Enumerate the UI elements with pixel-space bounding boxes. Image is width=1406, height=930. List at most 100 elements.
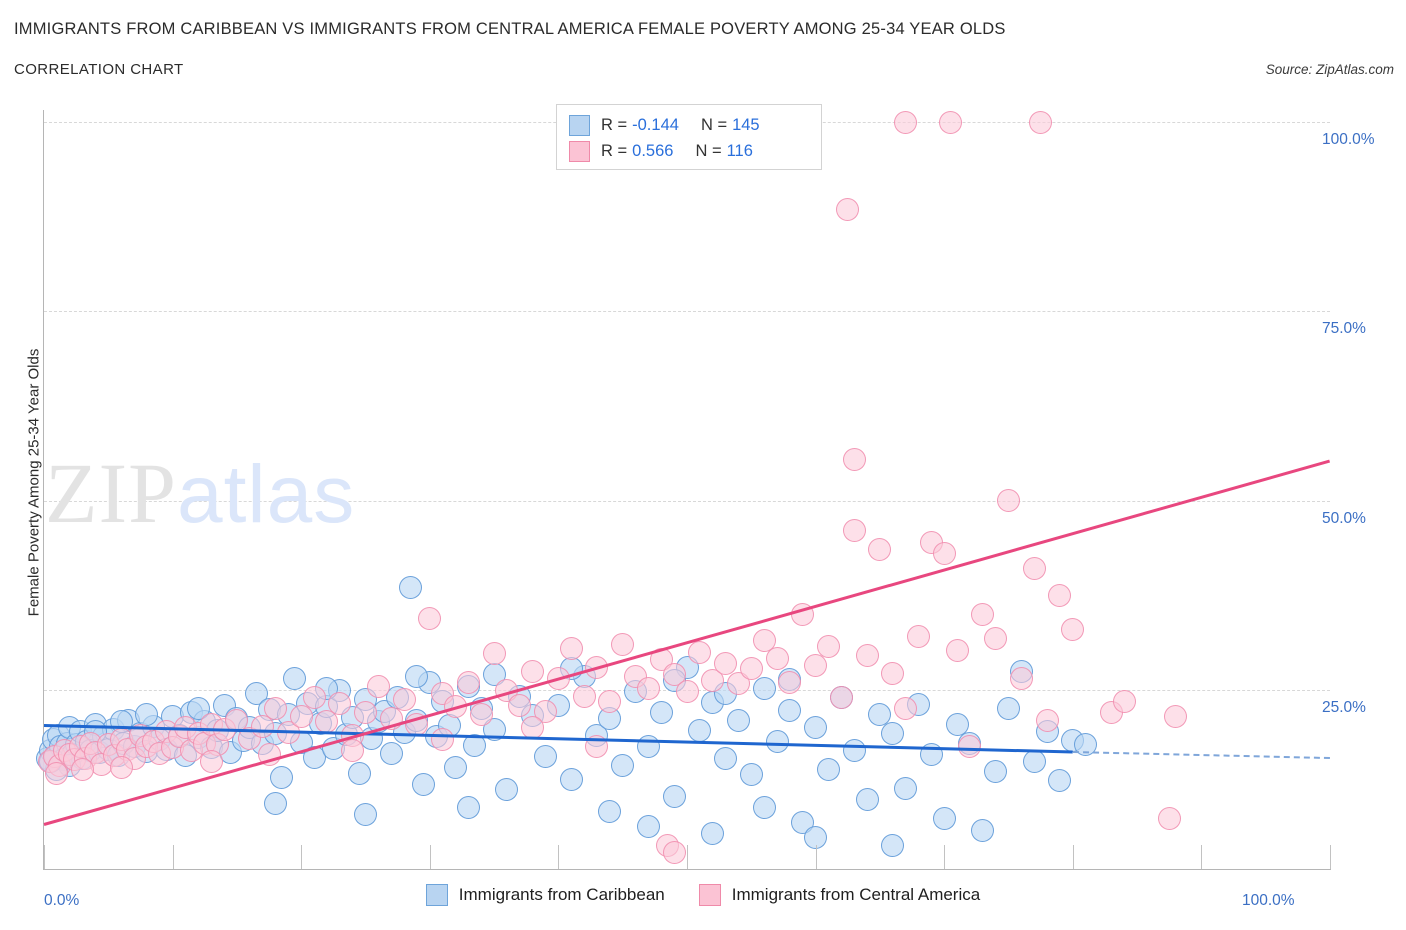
- scatter-point[interactable]: [263, 697, 287, 721]
- scatter-point[interactable]: [701, 669, 725, 693]
- scatter-point[interactable]: [1074, 733, 1098, 757]
- scatter-point[interactable]: [636, 676, 660, 700]
- scatter-point[interactable]: [405, 713, 429, 737]
- scatter-point[interactable]: [881, 833, 905, 857]
- scatter-point[interactable]: [392, 687, 416, 711]
- scatter-point[interactable]: [829, 686, 853, 710]
- scatter-point[interactable]: [411, 773, 435, 797]
- scatter-point[interactable]: [347, 761, 371, 785]
- scatter-point[interactable]: [714, 746, 738, 770]
- scatter-point[interactable]: [1022, 750, 1046, 774]
- scatter-point[interactable]: [251, 714, 275, 738]
- scatter-point[interactable]: [456, 670, 480, 694]
- scatter-point[interactable]: [855, 644, 879, 668]
- scatter-point[interactable]: [1048, 769, 1072, 793]
- scatter-point[interactable]: [906, 625, 930, 649]
- scatter-point[interactable]: [456, 795, 480, 819]
- scatter-point[interactable]: [842, 519, 866, 543]
- scatter-point[interactable]: [109, 755, 133, 779]
- scatter-point[interactable]: [997, 697, 1020, 721]
- scatter-point[interactable]: [945, 713, 969, 737]
- scatter-point[interactable]: [534, 745, 558, 769]
- scatter-point[interactable]: [1022, 557, 1046, 581]
- scatter-point[interactable]: [791, 602, 815, 626]
- scatter-point[interactable]: [958, 735, 982, 759]
- scatter-point[interactable]: [585, 655, 609, 679]
- scatter-point[interactable]: [662, 784, 686, 808]
- legend-item-central-america[interactable]: Immigrants from Central America: [698, 884, 980, 906]
- scatter-point[interactable]: [984, 760, 1008, 784]
- scatter-point[interactable]: [1048, 583, 1072, 607]
- scatter-point[interactable]: [816, 634, 840, 658]
- scatter-point[interactable]: [939, 110, 963, 134]
- scatter-point[interactable]: [726, 672, 750, 696]
- scatter-point[interactable]: [521, 716, 545, 740]
- scatter-point[interactable]: [881, 661, 905, 685]
- scatter-point[interactable]: [752, 676, 776, 700]
- scatter-point[interactable]: [611, 754, 635, 778]
- scatter-point[interactable]: [341, 739, 365, 763]
- scatter-point[interactable]: [379, 742, 403, 766]
- scatter-point[interactable]: [778, 670, 802, 694]
- scatter-point[interactable]: [71, 758, 95, 782]
- scatter-point[interactable]: [765, 729, 789, 753]
- scatter-point[interactable]: [354, 701, 377, 725]
- scatter-point[interactable]: [971, 602, 995, 626]
- scatter-point[interactable]: [482, 642, 506, 666]
- scatter-point[interactable]: [559, 767, 583, 791]
- scatter-point[interactable]: [1112, 689, 1136, 713]
- scatter-point[interactable]: [932, 542, 956, 566]
- scatter-point[interactable]: [45, 761, 69, 785]
- scatter-point[interactable]: [649, 701, 673, 725]
- scatter-point[interactable]: [836, 197, 860, 221]
- scatter-point[interactable]: [984, 627, 1008, 650]
- scatter-point[interactable]: [688, 640, 712, 664]
- scatter-point[interactable]: [868, 538, 892, 562]
- scatter-point[interactable]: [945, 639, 969, 663]
- scatter-point[interactable]: [302, 745, 326, 769]
- scatter-point[interactable]: [572, 684, 596, 708]
- scatter-point[interactable]: [636, 814, 660, 838]
- scatter-point[interactable]: [611, 633, 635, 657]
- scatter-point[interactable]: [816, 758, 840, 782]
- scatter-point[interactable]: [804, 715, 828, 739]
- scatter-point[interactable]: [199, 750, 223, 774]
- scatter-point[interactable]: [366, 674, 390, 698]
- legend-item-caribbean[interactable]: Immigrants from Caribbean: [425, 884, 665, 906]
- scatter-point[interactable]: [752, 629, 776, 653]
- scatter-point[interactable]: [270, 765, 294, 789]
- scatter-point[interactable]: [431, 727, 455, 751]
- scatter-point[interactable]: [399, 576, 422, 600]
- scatter-point[interactable]: [495, 778, 519, 802]
- scatter-point[interactable]: [289, 705, 313, 728]
- scatter-point[interactable]: [714, 651, 738, 675]
- scatter-point[interactable]: [932, 807, 956, 831]
- scatter-point[interactable]: [283, 667, 307, 691]
- scatter-point[interactable]: [521, 659, 545, 683]
- scatter-point[interactable]: [919, 742, 943, 766]
- scatter-point[interactable]: [1009, 667, 1033, 691]
- scatter-point[interactable]: [688, 718, 712, 742]
- scatter-point[interactable]: [739, 763, 763, 787]
- scatter-point[interactable]: [971, 818, 995, 842]
- scatter-point[interactable]: [405, 664, 429, 688]
- scatter-point[interactable]: [701, 822, 725, 846]
- scatter-point[interactable]: [894, 776, 918, 800]
- scatter-point[interactable]: [662, 841, 686, 865]
- scatter-point[interactable]: [778, 698, 802, 722]
- scatter-point[interactable]: [276, 720, 300, 744]
- scatter-point[interactable]: [1035, 708, 1059, 732]
- scatter-point[interactable]: [598, 799, 622, 823]
- scatter-point[interactable]: [842, 447, 866, 471]
- scatter-point[interactable]: [765, 646, 789, 670]
- scatter-point[interactable]: [894, 110, 918, 134]
- scatter-point[interactable]: [855, 788, 879, 812]
- scatter-point[interactable]: [444, 755, 468, 779]
- scatter-point[interactable]: [585, 735, 609, 759]
- scatter-point[interactable]: [1029, 110, 1053, 134]
- scatter-point[interactable]: [546, 667, 570, 691]
- scatter-point[interactable]: [302, 686, 326, 710]
- scatter-point[interactable]: [1157, 807, 1181, 831]
- scatter-point[interactable]: [636, 735, 660, 759]
- scatter-point[interactable]: [508, 693, 532, 717]
